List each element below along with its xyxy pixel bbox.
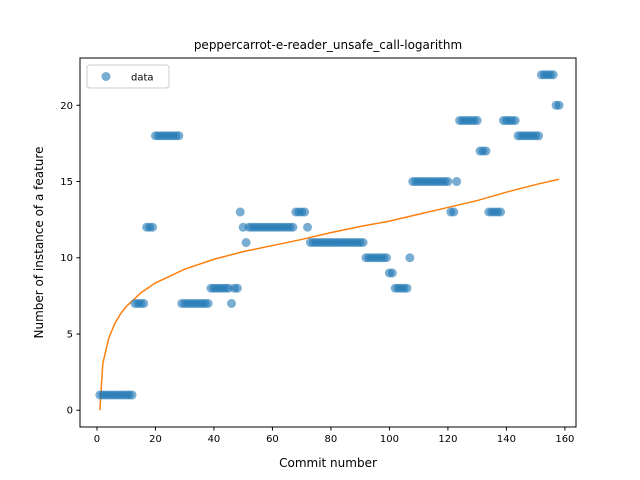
data-point <box>510 116 520 126</box>
data-point <box>235 207 245 217</box>
data-point <box>481 146 491 156</box>
data-point <box>203 298 213 308</box>
data-point <box>405 253 415 263</box>
y-tick-label: 5 <box>67 329 73 340</box>
data-point <box>496 207 506 217</box>
data-point <box>358 238 368 247</box>
data-point <box>241 238 251 247</box>
data-point <box>443 177 453 187</box>
data-point <box>449 207 459 217</box>
x-tick-label: 0 <box>94 434 100 445</box>
axes-frame <box>79 57 577 428</box>
x-tick-label: 40 <box>208 434 221 445</box>
data-point <box>472 116 482 126</box>
chart-title: peppercarrot-e-reader_unsafe_call-logari… <box>194 38 462 52</box>
y-tick-label: 10 <box>60 253 73 264</box>
legend-marker-data <box>101 72 111 81</box>
y-tick-label: 20 <box>60 101 73 112</box>
y-axis-ticks: 0 5 10 15 20 <box>60 101 80 417</box>
data-point <box>548 70 558 80</box>
y-tick-label: 0 <box>67 406 73 417</box>
fit-line-layer <box>99 178 560 411</box>
x-tick-label: 60 <box>266 434 279 445</box>
data-point <box>534 131 544 141</box>
data-point <box>232 283 242 293</box>
legend-box <box>86 64 170 89</box>
data-point <box>387 268 397 278</box>
data-point <box>139 298 149 308</box>
fit-line <box>99 178 560 411</box>
scatter-points-layer <box>95 70 564 400</box>
data-point <box>402 283 412 293</box>
data-point <box>127 390 137 400</box>
data-point <box>381 253 391 263</box>
data-point <box>148 222 158 232</box>
x-tick-label: 160 <box>555 434 574 445</box>
x-axis-label: Commit number <box>279 456 377 470</box>
data-point <box>452 177 462 187</box>
x-tick-label: 80 <box>325 434 338 445</box>
data-point <box>174 131 184 141</box>
data-point <box>300 207 310 217</box>
data-point <box>554 100 564 110</box>
data-point <box>288 222 298 232</box>
y-tick-label: 15 <box>60 177 73 188</box>
data-point <box>226 298 236 308</box>
x-tick-label: 140 <box>497 434 516 445</box>
legend-label-data: data <box>131 73 154 84</box>
x-tick-label: 120 <box>438 434 457 445</box>
x-tick-label: 20 <box>149 434 162 445</box>
y-axis-label: Number of instance of a feature <box>32 147 46 339</box>
legend: data <box>86 64 170 89</box>
x-axis-ticks: 0 20 40 60 80 100 120 140 160 <box>94 427 574 445</box>
x-tick-label: 100 <box>380 434 399 445</box>
data-point <box>303 222 313 232</box>
